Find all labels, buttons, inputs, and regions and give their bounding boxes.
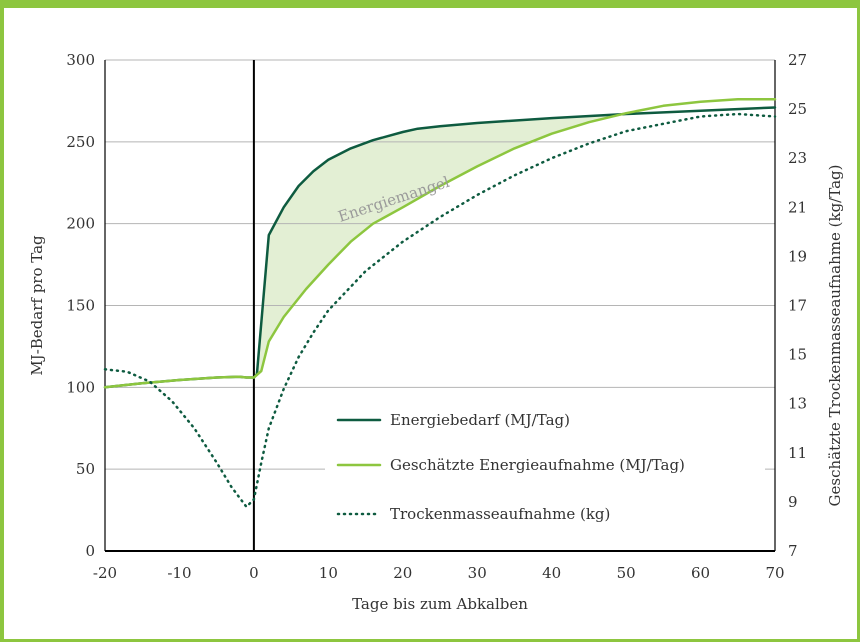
- x-tick-label: 30: [468, 564, 487, 582]
- y2-tick-label: 23: [788, 149, 807, 167]
- y2-tick-label: 19: [788, 247, 807, 265]
- y2-tick-label: 21: [788, 198, 807, 216]
- x-tick-label: 20: [393, 564, 412, 582]
- x-tick-label: 50: [617, 564, 636, 582]
- y-tick-label: 300: [66, 51, 95, 69]
- x-tick-label: 60: [691, 564, 710, 582]
- y2-tick-label: 13: [788, 395, 807, 413]
- y2-tick-label: 7: [788, 542, 798, 560]
- x-tick-label: -10: [167, 564, 191, 582]
- series-line-dmi: [103, 112, 777, 509]
- y2-tick-label: 9: [788, 493, 798, 511]
- y-tick-label: 100: [66, 378, 95, 396]
- energy-deficit-area: [253, 103, 775, 378]
- x-tick-label: 40: [542, 564, 561, 582]
- series-line-intake: [103, 98, 777, 389]
- x-tick-labels: -20 -10 0 10 20 30 40 50 60 70: [93, 564, 785, 582]
- legend-label-energy-demand: Energiebedarf (MJ/Tag): [390, 411, 570, 429]
- y2-tick-label: 15: [788, 346, 807, 364]
- y-tick-label: 250: [66, 133, 95, 151]
- right-axis-title: Geschätzte Trockenmasseaufnahme (kg/Tag): [826, 165, 844, 507]
- x-tick-label: 0: [249, 564, 259, 582]
- series-lines: [103, 98, 777, 509]
- y2-tick-label: 11: [788, 444, 807, 462]
- x-axis-title: Tage bis zum Abkalben: [352, 595, 528, 613]
- y2-tick-label: 17: [788, 297, 807, 315]
- y-tick-label: 0: [85, 542, 95, 560]
- y-tick-label: 50: [76, 460, 95, 478]
- x-tick-label: -20: [93, 564, 117, 582]
- y-tick-label: 150: [66, 297, 95, 315]
- left-tick-labels: 0 50 100 150 200 250 300: [66, 51, 95, 560]
- x-tick-label: 10: [319, 564, 338, 582]
- legend-background: [325, 400, 765, 540]
- legend-label-dry-matter: Trockenmasseaufnahme (kg): [390, 505, 610, 523]
- y2-tick-label: 25: [788, 100, 807, 118]
- left-axis-title: MJ-Bedarf pro Tag: [28, 235, 46, 376]
- x-tick-label: 70: [765, 564, 784, 582]
- y2-tick-label: 27: [788, 51, 807, 69]
- right-tick-labels: 7 9 11 13 15 17 19 21 23 25 27: [788, 51, 807, 560]
- axes: [104, 60, 776, 552]
- legend-label-energy-intake: Geschätzte Energieaufnahme (MJ/Tag): [390, 456, 685, 474]
- legend: Energiebedarf (MJ/Tag) Geschätzte Energi…: [325, 400, 765, 540]
- y-tick-label: 200: [66, 215, 95, 233]
